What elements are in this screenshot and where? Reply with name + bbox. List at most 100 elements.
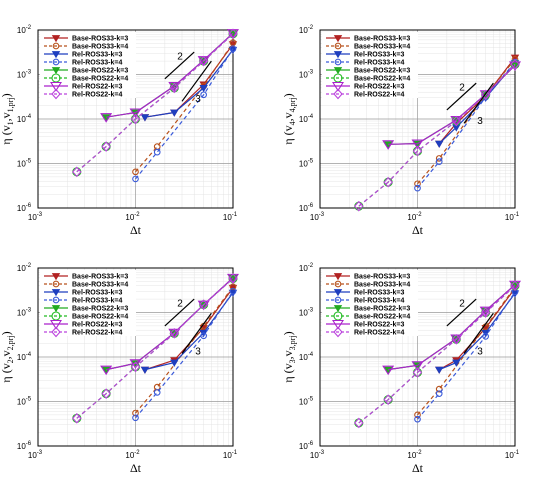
x-tick-base: 10 [28,451,37,460]
series-line [438,292,516,371]
x-tick-base: 10 [407,451,416,460]
slope-label-order-3: 3 [477,346,483,357]
series-line [417,291,516,420]
x-tick-label: 10-3 [28,450,43,460]
y-axis-label-subscript: 2,prj [6,335,15,350]
y-axis-label: η (v3,v3,prj) [281,331,297,382]
y-tick-exponent: -3 [308,70,314,76]
legend-marker [52,58,60,66]
legend-label: Rel-ROS22-k=3 [354,322,404,329]
slope-line-order-2 [446,82,477,111]
data-point [382,140,395,150]
y-axis-label-subscript: 1,prj [6,97,15,112]
data-point [480,89,491,101]
data-point [199,84,208,93]
legend-marker [51,273,61,281]
data-point [383,366,393,374]
series-line [144,49,234,118]
data-point [101,388,111,399]
legend-label: Rel-ROS33-k=3 [354,290,404,297]
x-tick-exponent: -3 [319,212,325,218]
y-tick-label: 10-5 [299,159,314,169]
plot-frame [319,267,516,447]
series-line [358,285,516,424]
x-tick-exponent: -2 [416,450,422,456]
data-point [153,143,161,150]
data-point [100,365,113,376]
legend-label: Base-ROS33-k=4 [72,282,128,289]
data-point [129,108,142,119]
x-tick-exponent: -1 [232,212,238,218]
y-axis-label-part: ,v [0,112,13,121]
legend-label: Rel-ROS22-k=3 [72,84,122,91]
x-tick-base: 10 [310,451,319,460]
x-tick-label: 10-3 [28,212,43,222]
data-point [170,109,179,117]
y-axis-label-part: η (v [0,363,13,382]
data-point [414,411,421,419]
legend-label: Base-ROS33-k=3 [72,274,128,281]
legend-label: Base-ROS22-k=3 [354,68,410,75]
x-tick-exponent: -1 [514,212,520,218]
x-tick-exponent: -3 [319,450,325,456]
y-axis-label-part: ,v [281,112,295,121]
series-line [106,32,234,118]
slope-label-order-3: 3 [195,94,201,105]
legend-marker [334,42,342,50]
x-tick-label: 10-1 [505,450,520,460]
data-point [129,359,142,369]
y-tick-label: 10-3 [17,308,32,318]
legend-label: Rel-ROS33-k=4 [354,60,404,67]
y-tick-base: 10 [299,442,308,451]
data-point [169,328,180,339]
y-tick-label: 10-4 [17,352,32,362]
data-point [200,91,207,99]
data-point [452,359,461,367]
y-tick-label: 10-3 [299,308,314,318]
y-tick-exponent: -5 [308,397,314,403]
legend: Base-ROS33-k=3Base-ROS33-k=4Rel-ROS33-k=… [322,32,418,100]
x-tick-base: 10 [505,451,514,460]
data-point [101,141,111,152]
data-point [510,58,520,70]
slope-label-order-2: 2 [177,299,183,310]
slope-label-order-2: 2 [459,83,465,94]
y-tick-label: 10-4 [299,352,314,362]
x-tick-label: 10-3 [310,212,325,222]
legend-marker [333,67,343,75]
legend-label: Base-ROS22-k=4 [354,314,410,321]
y-tick-base: 10 [299,309,308,318]
y-tick-base: 10 [299,204,308,213]
data-point [130,113,141,125]
x-tick-exponent: -1 [514,450,520,456]
data-point [411,361,424,371]
legend-label: Rel-ROS33-k=4 [72,60,122,67]
x-tick-label: 10-1 [505,212,520,222]
legend-marker [333,273,343,281]
data-point [197,300,210,311]
data-point [72,412,82,424]
y-tick-label: 10-2 [17,25,32,35]
data-point [229,283,237,291]
y-tick-label: 10-5 [17,159,32,169]
legend: Base-ROS33-k=3Base-ROS33-k=4Rel-ROS33-k=… [40,32,136,100]
data-point [480,307,491,318]
legend-label: Rel-ROS22-k=3 [354,84,404,91]
legend-label: Rel-ROS33-k=3 [354,52,404,59]
legend-marker [333,326,343,338]
x-axis-label: Δt [130,461,142,475]
plot-frame [37,267,234,447]
legend-marker [52,296,60,304]
data-point [132,409,139,417]
x-tick-base: 10 [310,213,319,222]
data-point [132,168,139,176]
y-tick-label: 10-5 [17,397,32,407]
legend: Base-ROS33-k=3Base-ROS33-k=4Rel-ROS33-k=… [40,270,136,338]
y-tick-exponent: -4 [26,352,32,358]
x-tick-exponent: -2 [134,450,140,456]
series-line [135,290,234,419]
y-tick-base: 10 [17,264,26,273]
data-point [101,114,111,122]
